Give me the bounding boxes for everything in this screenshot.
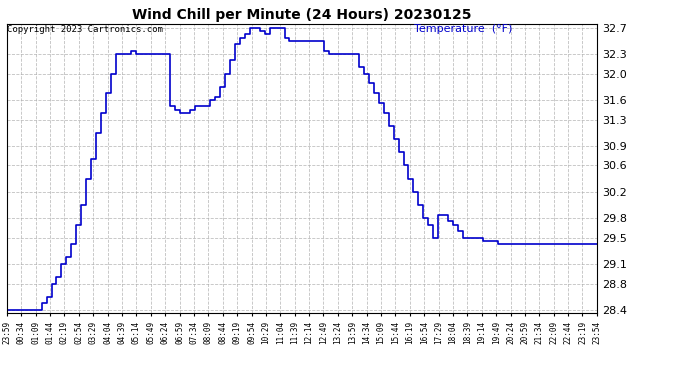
Text: Copyright 2023 Cartronics.com: Copyright 2023 Cartronics.com: [7, 25, 163, 34]
Title: Wind Chill per Minute (24 Hours) 20230125: Wind Chill per Minute (24 Hours) 2023012…: [132, 8, 472, 22]
Text: Temperature  (°F): Temperature (°F): [414, 24, 513, 34]
